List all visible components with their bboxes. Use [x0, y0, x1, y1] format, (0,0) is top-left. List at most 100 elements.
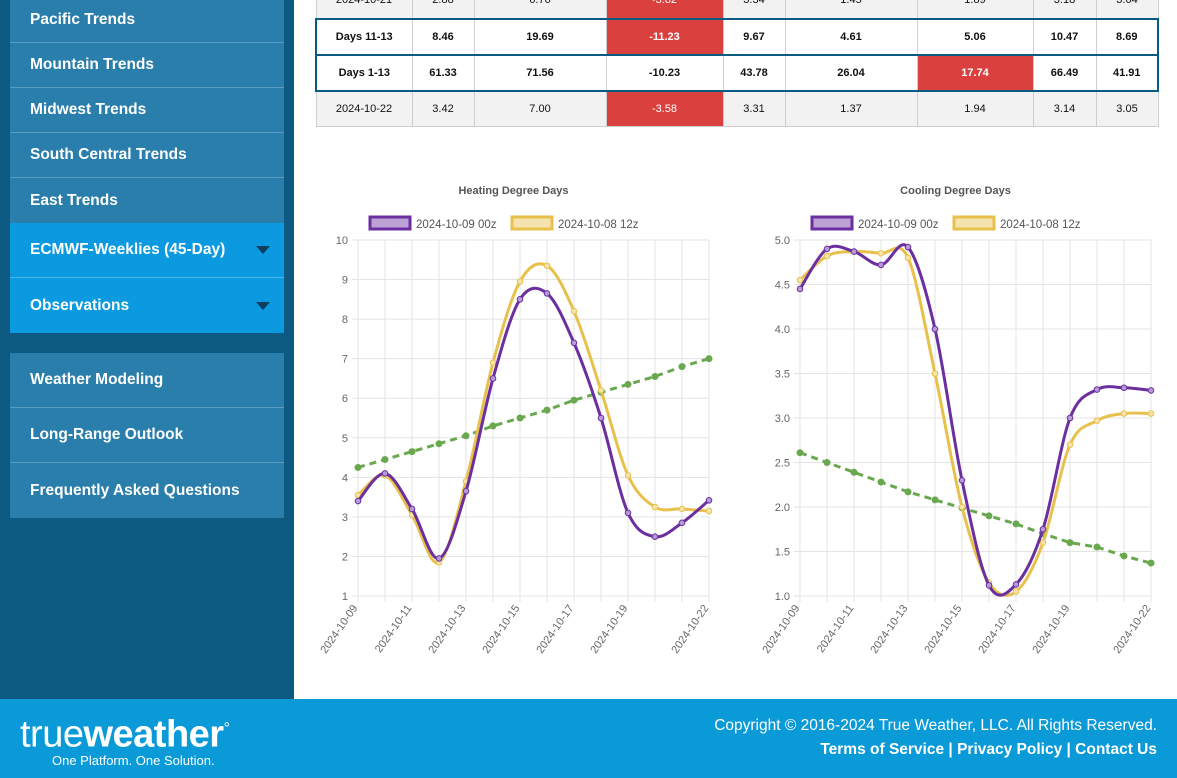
y-tick-label: 4.5 [775, 280, 790, 292]
chart-title: Heating Degree Days [458, 185, 568, 197]
table-cell: 3.04 [1095, 0, 1159, 19]
data-point [1012, 581, 1020, 588]
table-cell: 3.42 [411, 90, 475, 127]
table-cell: 1.45 [784, 0, 918, 19]
data-point [408, 448, 416, 456]
x-tick-label: 2024-10-09 [318, 603, 360, 656]
y-tick-label: 7 [342, 354, 348, 366]
sidebar-item-label: Weather Modeling [30, 371, 164, 388]
x-tick-label: 2024-10-11 [373, 603, 415, 655]
data-point [462, 432, 470, 440]
table-cell: 61.33 [411, 53, 475, 92]
x-tick-label: 2024-10-15 [480, 603, 522, 656]
data-point [1120, 384, 1128, 392]
data-point [1147, 559, 1155, 567]
y-tick-label: 1.0 [775, 591, 790, 603]
x-tick-label: 2024-10-15 [922, 603, 964, 656]
data-point [408, 505, 416, 513]
sidebar-item-label: ECMWF-Weeklies (45-Day) [30, 241, 226, 258]
data-point [1039, 525, 1047, 533]
terms-link[interactable]: Terms of Service [820, 741, 945, 758]
table-cell: 3.05 [1095, 90, 1159, 127]
sidebar-item-label: East Trends [30, 191, 118, 209]
data-point [705, 355, 713, 363]
data-point [985, 512, 993, 520]
table-cell: 6.70 [473, 0, 607, 19]
table-cell: 26.04 [784, 53, 918, 92]
data-point [651, 372, 659, 380]
sidebar-dropdown-ecmwf-weeklies[interactable]: ECMWF-Weeklies (45-Day) [10, 223, 284, 278]
privacy-link[interactable]: Privacy Policy [957, 741, 1063, 758]
legend-swatch [952, 215, 996, 231]
sidebar-item-mountain-trends[interactable]: Mountain Trends [10, 43, 284, 88]
data-point [489, 422, 497, 430]
data-point [850, 468, 858, 476]
data-point [796, 449, 804, 457]
chart-title: Cooling Degree Days [900, 185, 1011, 197]
data-point [931, 325, 939, 333]
data-point [1066, 414, 1074, 422]
data-point [462, 487, 470, 495]
table-cell: 66.49 [1032, 53, 1097, 92]
data-point [931, 496, 939, 504]
sidebar-dropdown-observations[interactable]: Observations [10, 278, 284, 333]
sidebar-item-weather-modeling[interactable]: Weather Modeling [10, 353, 284, 408]
footer: trueweather° One Platform. One Solution.… [0, 699, 1177, 778]
data-point [678, 363, 686, 371]
sidebar-item-long-range-outlook[interactable]: Long-Range Outlook [10, 408, 284, 463]
chevron-down-icon[interactable] [256, 301, 270, 310]
sidebar-item-label: Midwest Trends [30, 101, 147, 118]
data-point [850, 248, 858, 255]
data-point [651, 503, 659, 511]
table-cell: 19.69 [473, 17, 607, 56]
table-row: 2024-10-22 3.42 7.00 -3.58 3.31 1.37 1.94 3.14 3… [315, 90, 1159, 127]
y-tick-label: 1.5 [775, 547, 790, 559]
legend-label: 2024-10-09 00z [416, 219, 497, 231]
table-cell: 1.89 [916, 0, 1034, 19]
chevron-down-icon[interactable] [256, 246, 270, 254]
y-tick-label: 5 [342, 433, 348, 445]
y-tick-label: 4.0 [775, 324, 790, 336]
data-point [624, 472, 632, 479]
sidebar-item-faq[interactable]: Frequently Asked Questions [10, 463, 284, 518]
row-label: 2024-10-22 [315, 90, 413, 127]
data-point [543, 290, 551, 297]
logo-tagline: One Platform. One Solution. [52, 752, 215, 768]
y-tick-label: 5.0 [775, 235, 790, 247]
data-point [597, 387, 605, 394]
table-cell: -10.23 [605, 53, 724, 92]
legend-label: 2024-10-08 12z [558, 219, 639, 231]
series-line [356, 262, 710, 565]
series-line [798, 243, 1152, 597]
sidebar-item-label: Frequently Asked Questions [30, 481, 240, 499]
series-line [799, 451, 1152, 565]
sidebar-item-midwest-trends[interactable]: Midwest Trends [10, 88, 284, 133]
data-point [651, 533, 659, 540]
legend-swatch [510, 215, 554, 231]
data-point [516, 278, 524, 285]
sidebar-item-east-trends[interactable]: East Trends [10, 178, 284, 223]
data-point [904, 243, 912, 251]
sidebar-item-pacific-trends[interactable]: Pacific Trends [10, 0, 284, 43]
table-row: 2024-10-21 2.88 6.70 -3.82 3.34 1.45 1.89 3.18 3… [315, 0, 1159, 19]
data-point [381, 456, 389, 464]
sidebar-item-south-central-trends[interactable]: South Central Trends [10, 133, 284, 178]
legend-swatch [368, 215, 412, 231]
data-point [624, 509, 632, 517]
data-point [435, 440, 443, 448]
contact-link[interactable]: Contact Us [1075, 741, 1157, 758]
table-cell: 43.78 [722, 53, 786, 92]
y-tick-label: 3.0 [775, 413, 790, 425]
table-cell: 9.67 [722, 17, 786, 56]
data-point [516, 414, 524, 422]
degree-day-table: 2024-10-21 2.88 6.70 -3.82 3.34 1.45 1.89 3.18 3… [315, 0, 1159, 127]
x-tick-label: 2024-10-17 [534, 603, 576, 656]
legend-label: 2024-10-08 12z [1000, 219, 1081, 231]
trends-nav: Pacific Trends Mountain Trends Midwest T… [10, 0, 284, 333]
x-tick-label: 2024-10-22 [669, 603, 711, 656]
data-point [435, 555, 443, 562]
series-line [356, 286, 710, 560]
data-point [570, 307, 578, 315]
trueweather-logo[interactable]: trueweather° One Platform. One Solution. [20, 713, 230, 768]
x-tick-label: 2024-10-09 [760, 603, 802, 656]
